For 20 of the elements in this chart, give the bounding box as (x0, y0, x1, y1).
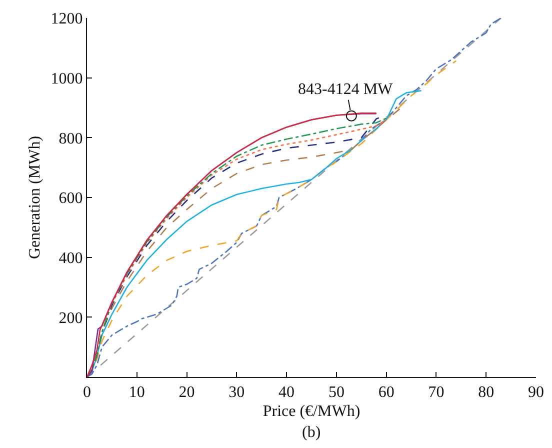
y-axis-title: Generation (MWh) (26, 136, 44, 260)
x-tick-label: 20 (178, 384, 195, 402)
x-tick-label: 10 (128, 384, 145, 402)
x-tick-label: 60 (378, 384, 394, 402)
x-tick-label: 50 (328, 384, 344, 402)
y-tick-label: 1000 (50, 70, 83, 88)
x-tick-label: 80 (478, 384, 494, 402)
x-tick-label: 70 (428, 384, 444, 402)
text: (b) (302, 424, 321, 441)
annotation: 843-4124 MW (298, 81, 394, 98)
y-tick-label: 200 (58, 310, 83, 327)
y-tick-label: 600 (58, 190, 83, 208)
x-tick-label: 90 (528, 384, 544, 402)
x-tick-label: 40 (278, 384, 295, 402)
x-axis-title: Price (€/MWh) (262, 402, 360, 420)
y-tick-label: 1200 (50, 10, 83, 28)
x-tick-label: 30 (228, 384, 245, 402)
x-tick-label: 0 (83, 384, 91, 402)
y-tick-label: 800 (58, 130, 83, 148)
y-tick-label: 400 (58, 250, 83, 267)
